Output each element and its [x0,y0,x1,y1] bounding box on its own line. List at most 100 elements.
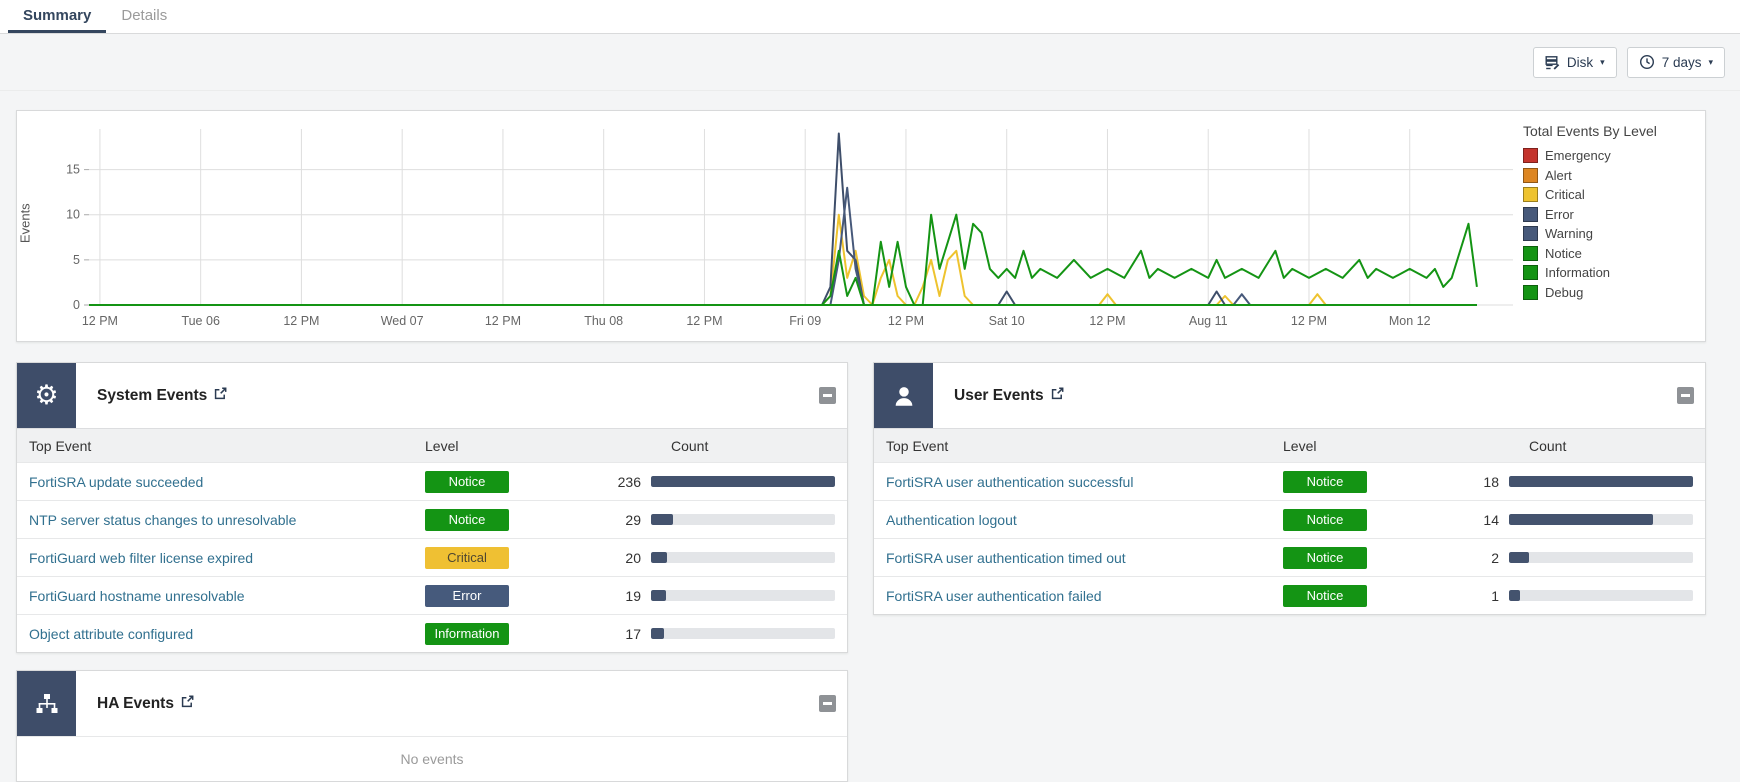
event-link[interactable]: FortiSRA update succeeded [29,473,204,490]
svg-text:12 PM: 12 PM [888,314,924,328]
legend-item-warning[interactable]: Warning [1523,226,1681,241]
table-row: Authentication logout Notice 14 [874,500,1705,538]
count-bar [651,590,835,601]
total-events-by-level-chart: 12 PM Tue 06 12 PM Wed 07 12 PM Thu 08 12 PM Fr… [66,129,1513,328]
clock-icon [1639,54,1655,70]
disk-dropdown-button[interactable]: Disk ▾ [1532,46,1617,78]
system-events-table: Top Event Level Count FortiSRA update su… [17,428,847,652]
time-period-dropdown-button[interactable]: 7 days ▾ [1626,46,1725,78]
svg-text:Tue 06: Tue 06 [181,314,220,328]
table-row: NTP server status changes to unresolvabl… [17,500,847,538]
legend-item-critical[interactable]: Critical [1523,187,1681,202]
table-row: Object attribute configured Information … [17,614,847,652]
count-bar [651,552,835,563]
legend-item-information[interactable]: Information [1523,265,1681,280]
column-header-level: Level [1283,437,1317,454]
svg-text:12 PM: 12 PM [82,314,118,328]
table-row: FortiGuard web filter license expired Cr… [17,538,847,576]
tab-details[interactable]: Details [121,7,168,24]
count-bar [1509,590,1693,601]
chevron-down-icon: ▾ [1708,56,1713,67]
svg-text:12 PM: 12 PM [1089,314,1125,328]
column-header-level: Level [425,437,459,454]
event-count: 236 [617,473,641,490]
column-header-top-event: Top Event [29,437,92,454]
svg-text:10: 10 [66,208,80,222]
table-row: FortiSRA user authentication failed Noti… [874,576,1705,614]
event-count: 29 [625,511,641,528]
table-row: FortiSRA update succeeded Notice 236 [17,462,847,500]
no-events-message: No events [17,736,847,781]
svg-text:15: 15 [66,163,80,177]
tab-summary[interactable]: Summary [8,0,107,33]
event-link[interactable]: NTP server status changes to unresolvabl… [29,511,297,528]
table-header-row: Top Event Level Count [17,428,847,462]
series-line-notice [89,213,1478,306]
svg-text:Sat 10: Sat 10 [989,314,1025,328]
minimize-button[interactable] [1677,387,1694,404]
svg-text:Fri 09: Fri 09 [789,314,821,328]
event-count: 17 [625,625,641,642]
table-header-row: Top Event Level Count [874,428,1705,462]
minimize-button[interactable] [819,387,836,404]
external-link-icon[interactable] [214,387,227,405]
event-count: 20 [625,549,641,566]
disk-icon [1545,55,1560,70]
event-link[interactable]: FortiSRA user authentication timed out [886,549,1126,566]
level-badge: Notice [1283,584,1367,607]
legend-swatch [1523,148,1538,163]
legend-item-alert[interactable]: Alert [1523,167,1681,183]
count-bar [651,476,835,487]
external-link-icon[interactable] [181,695,194,713]
event-link[interactable]: Object attribute configured [29,625,194,642]
event-link[interactable]: FortiSRA user authentication failed [886,587,1102,604]
svg-text:12 PM: 12 PM [485,314,521,328]
legend-item-error[interactable]: Error [1523,206,1681,222]
event-count: 18 [1483,473,1499,490]
column-header-count: Count [1529,437,1567,454]
table-row: FortiSRA user authentication timed out N… [874,538,1705,576]
chevron-down-icon: ▾ [1600,56,1605,67]
level-badge: Notice [425,470,509,493]
system-events-panel: ⚙ System Events Top Event Lev [16,362,848,653]
tab-bar: Summary Details [0,0,1740,34]
count-bar [1509,476,1693,487]
level-badge: Notice [1283,470,1367,493]
event-link[interactable]: FortiSRA user authentication successful [886,473,1134,490]
table-row: FortiGuard hostname unresolvable Error 1… [17,576,847,614]
user-events-header: User Events [874,363,1705,428]
user-events-table: Top Event Level Count FortiSRA user auth… [874,428,1705,614]
user-events-title: User Events [954,386,1044,404]
svg-text:12 PM: 12 PM [686,314,722,328]
external-link-icon[interactable] [1051,387,1064,405]
legend-item-debug[interactable]: Debug [1523,284,1681,300]
event-link[interactable]: FortiGuard web filter license expired [29,549,254,566]
ha-events-panel: HA Events No events [16,670,848,782]
chart-legend: Total Events By Level Emergency Alert Crit… [1519,121,1681,339]
svg-text:0: 0 [73,298,80,312]
user-icon [874,363,933,428]
system-events-title: System Events [97,386,208,404]
event-link[interactable]: FortiGuard hostname unresolvable [29,587,245,604]
sitemap-icon [17,671,76,736]
legend-item-notice[interactable]: Notice [1523,245,1681,261]
svg-text:Aug 11: Aug 11 [1189,314,1228,328]
level-badge: Notice [1283,546,1367,569]
event-link[interactable]: Authentication logout [886,511,1017,528]
event-count: 2 [1491,549,1499,566]
level-badge: Notice [1283,508,1367,531]
disk-dropdown-label: Disk [1566,54,1594,70]
level-badge: Information [425,622,509,645]
legend-swatch [1523,206,1538,222]
minimize-button[interactable] [819,695,836,712]
user-events-panel: User Events Top Event Level Count [873,362,1706,615]
ha-events-title: HA Events [97,694,174,712]
svg-text:Mon 12: Mon 12 [1389,314,1431,328]
column-header-count: Count [671,437,709,454]
count-bar [1509,552,1693,563]
series-line-error [89,132,1477,306]
event-count: 1 [1491,587,1499,604]
legend-item-emergency[interactable]: Emergency [1523,148,1681,163]
count-bar [1509,514,1693,525]
legend-swatch [1523,167,1538,183]
